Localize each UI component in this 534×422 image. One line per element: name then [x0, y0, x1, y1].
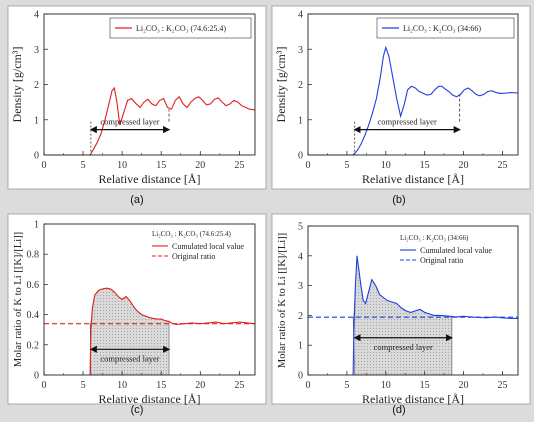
x-tick-label: 15	[156, 380, 166, 391]
compressed-layer-label: compressed layer	[100, 117, 159, 127]
y-tick-label: 0	[34, 371, 39, 382]
plot-area	[43, 223, 256, 376]
y-tick-label: 2	[34, 80, 39, 91]
y-tick-label: 2	[298, 311, 303, 322]
x-tick-label: 20	[195, 160, 205, 171]
compressed-layer-label: compressed layer	[100, 353, 159, 363]
x-tick-label: 5	[344, 380, 349, 391]
chart-panel-d: 0 5 10 15 20 25 0 1 2 3 4 5 compressed layer Relative…	[271, 213, 531, 416]
x-axis-label: Relative distance [Å]	[362, 392, 464, 406]
x-tick-label: 25	[497, 380, 507, 391]
series-line	[44, 86, 256, 156]
y-tick-label: 1	[34, 220, 39, 231]
x-tick-label: 10	[117, 380, 127, 391]
y-tick-label: 1	[298, 341, 303, 352]
y-tick-label: 3	[34, 45, 39, 56]
chart-panel-a: 0 5 10 15 20 25 0 1 2 3 4 compressed layer Relative …	[7, 5, 267, 206]
legend-label: Cumulated local value	[420, 246, 492, 255]
x-tick-label: 0	[306, 380, 311, 391]
x-axis-label: Relative distance [Å]	[99, 392, 201, 406]
x-axis-label: Relative distance [Å]	[99, 172, 201, 186]
x-tick-label: 0	[42, 160, 47, 171]
y-tick-label: 1	[298, 115, 303, 126]
legend-label: Original ratio	[420, 256, 463, 265]
x-tick-label: 10	[381, 160, 391, 171]
x-tick-label: 10	[381, 380, 391, 391]
y-tick-label: 0.2	[27, 340, 40, 351]
panel-caption: (b)	[392, 194, 405, 206]
x-tick-label: 15	[420, 160, 430, 171]
x-tick-label: 20	[195, 380, 205, 391]
panel-caption: (d)	[392, 404, 405, 416]
legend-label: Li₂CO₃ : K₂CO₃ (74.6:25.4)	[136, 24, 226, 33]
x-tick-label: 5	[81, 160, 86, 171]
chart-panel-c: 0 5 10 15 20 25 0 0.2 0.4 0.6 0.8 1 compressed layer…	[7, 213, 267, 416]
y-tick-label: 0.4	[27, 310, 40, 321]
x-tick-label: 10	[117, 160, 127, 171]
legend-title: Li₂CO₃ : K₂CO₃ (34:66)	[400, 234, 469, 242]
chart-panel-b: 0 5 10 15 20 25 0 1 2 3 4 compressed layer Relative …	[271, 5, 531, 206]
x-tick-label: 0	[306, 160, 311, 171]
y-axis-label: Molar ratio of K to Li [[K]/[Li]]	[277, 233, 288, 368]
x-tick-label: 15	[156, 160, 166, 171]
panel-caption: (a)	[130, 194, 143, 206]
legend-label: Original ratio	[172, 252, 215, 261]
x-tick-label: 20	[459, 380, 469, 391]
plot-area	[307, 225, 519, 376]
plot-area	[307, 13, 519, 156]
legend-title: Li₂CO₃ : K₂CO₃ (74.6:25.4)	[152, 230, 231, 238]
y-tick-label: 3	[298, 281, 303, 292]
x-tick-label: 25	[234, 160, 244, 171]
compressed-layer-label: compressed layer	[374, 342, 433, 352]
y-tick-label: 2	[298, 80, 303, 91]
x-tick-label: 25	[497, 160, 507, 171]
y-tick-label: 0.6	[27, 280, 40, 291]
y-tick-label: 1	[34, 115, 39, 126]
series-line	[308, 45, 519, 156]
series-line	[89, 287, 256, 376]
panel-caption: (c)	[131, 404, 144, 416]
x-tick-label: 25	[234, 380, 244, 391]
x-axis-label: Relative distance [Å]	[362, 172, 464, 186]
y-axis-label: Density [g/cm³]	[10, 47, 24, 123]
y-tick-label: 4	[298, 10, 303, 21]
y-tick-label: 0	[298, 151, 303, 162]
y-axis-label: Density [g/cm³]	[274, 47, 288, 123]
x-tick-label: 20	[459, 160, 469, 171]
legend-label: Cumulated local value	[172, 242, 244, 251]
y-tick-label: 4	[298, 251, 303, 262]
y-tick-label: 4	[34, 10, 39, 21]
legend-label: Li₂CO₃ : K₂CO₃ (34:66)	[403, 24, 481, 33]
x-tick-label: 5	[344, 160, 349, 171]
y-tick-label: 0	[298, 371, 303, 382]
x-tick-label: 15	[420, 380, 430, 391]
x-tick-label: 0	[42, 380, 47, 391]
x-tick-label: 5	[81, 380, 86, 391]
legend-box	[376, 17, 515, 39]
y-tick-label: 3	[298, 45, 303, 56]
legend-box	[109, 17, 252, 39]
y-tick-label: 0.8	[27, 250, 40, 261]
series-line	[352, 255, 518, 376]
y-axis-label: Molar ratio of K to Li [[K]/[Li]]	[13, 232, 24, 367]
compressed-layer-label: compressed layer	[378, 117, 437, 127]
plot-area	[43, 13, 256, 156]
y-tick-label: 5	[298, 222, 303, 233]
y-tick-label: 0	[34, 151, 39, 162]
